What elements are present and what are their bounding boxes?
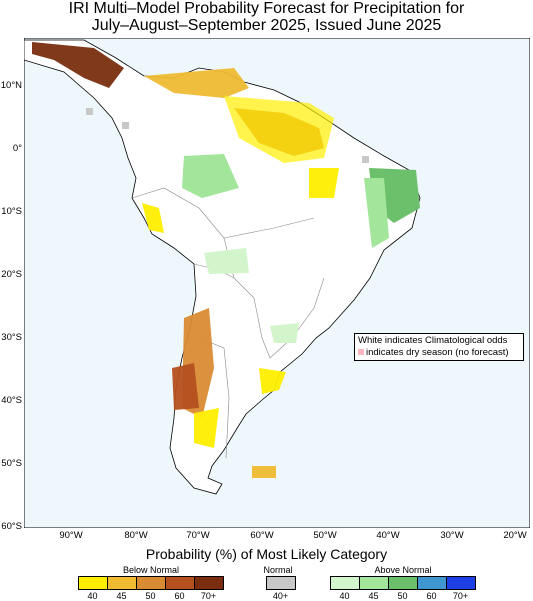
below-normal-title: Below Normal	[122, 565, 180, 575]
climatological-note: White indicates Climatological odds	[358, 335, 508, 346]
above-label: 70+	[452, 591, 469, 601]
normal-scale	[266, 576, 296, 590]
below-normal-scale	[78, 576, 224, 590]
lat-label: 60°S	[1, 521, 22, 532]
map-title: IRI Multi–Model Probability Forecast for…	[0, 0, 533, 34]
title-line-1: IRI Multi–Model Probability Forecast for…	[68, 0, 465, 17]
amazon-above	[182, 154, 239, 198]
below-70-swatch	[195, 577, 223, 589]
lat-label: 0°	[12, 143, 22, 154]
map-notes-box: White indicates Climatological odds indi…	[354, 333, 524, 361]
above-60-swatch	[418, 577, 447, 589]
legend-caption: Probability (%) of Most Likely Category	[145, 546, 388, 562]
andes-border	[131, 187, 325, 459]
below-label: 40	[87, 591, 98, 601]
patagonia-below	[194, 408, 219, 448]
forecast-map	[24, 38, 530, 528]
falklands-below	[252, 466, 276, 478]
normal-shading	[86, 108, 369, 163]
normal-title: Normal	[263, 565, 293, 575]
caribbean-below	[144, 68, 249, 98]
below-40-swatch	[79, 577, 108, 589]
lon-label: 70°W	[186, 530, 210, 541]
above-40-swatch	[331, 577, 360, 589]
below-label: 50	[145, 591, 156, 601]
dry-season-note: indicates dry season (no forecast)	[358, 347, 520, 359]
above-label: 50	[397, 591, 408, 601]
below-label: 70+	[200, 591, 217, 601]
bolivia-above	[204, 248, 249, 274]
above-normal-scale	[330, 576, 476, 590]
below-normal-shading	[32, 42, 339, 478]
above-normal-labels: 40 45 50 60 70+	[330, 591, 475, 601]
lat-label: 40°S	[1, 395, 22, 406]
above-label: 45	[368, 591, 379, 601]
colombia-coast-below	[142, 203, 164, 233]
dry-season-text: indicates dry season (no forecast)	[366, 347, 509, 358]
lat-label: 10°N	[0, 80, 22, 91]
above-normal-shading	[182, 154, 420, 343]
below-normal-labels: 40 45 50 60 70+	[78, 591, 223, 601]
below-60-swatch	[166, 577, 195, 589]
above-label: 60	[426, 591, 437, 601]
lon-label: 60°W	[250, 530, 274, 541]
below-50-swatch	[137, 577, 166, 589]
lat-label: 30°S	[1, 332, 22, 343]
normal-label: 40+	[272, 591, 289, 601]
below-45-swatch	[108, 577, 137, 589]
title-line-2: July–August–September 2025, Issued June …	[91, 17, 442, 34]
below-label: 45	[116, 591, 127, 601]
normal-cell	[362, 156, 369, 163]
normal-cell	[86, 108, 93, 115]
uruguay-above	[270, 323, 299, 343]
lon-label: 30°W	[440, 530, 464, 541]
normal-cell	[122, 122, 129, 129]
northeast-below	[309, 168, 339, 198]
lat-label: 10°S	[1, 206, 22, 217]
lon-label: 20°W	[503, 530, 527, 541]
northeast-brazil-above-light	[364, 178, 389, 248]
lon-label: 80°W	[124, 530, 148, 541]
below-label: 60	[174, 591, 185, 601]
normal-swatch	[267, 577, 295, 589]
lon-label: 50°W	[313, 530, 337, 541]
lat-label: 50°S	[1, 458, 22, 469]
lon-label: 90°W	[59, 530, 83, 541]
argentina-coast-below	[259, 368, 286, 394]
above-50-swatch	[389, 577, 418, 589]
above-normal-title: Above Normal	[374, 565, 432, 575]
guianas-below	[224, 96, 334, 163]
above-45-swatch	[360, 577, 389, 589]
above-label: 40	[339, 591, 350, 601]
lat-label: 20°S	[1, 269, 22, 280]
normal-labels: 40+	[266, 591, 295, 601]
chile-below-dark	[172, 363, 199, 410]
above-70-swatch	[447, 577, 475, 589]
central-america-dry	[32, 42, 124, 88]
lon-label: 40°W	[376, 530, 400, 541]
dry-season-swatch	[358, 349, 364, 355]
